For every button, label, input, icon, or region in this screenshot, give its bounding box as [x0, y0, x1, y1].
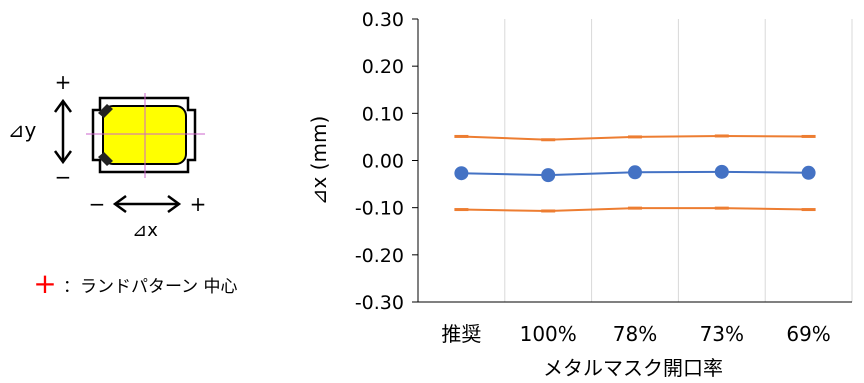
y-plus-sign: + [55, 70, 72, 94]
x-tick-label: 推奨 [441, 322, 481, 346]
y-tick-label: 0.30 [362, 9, 404, 31]
x-tick-label: 69% [786, 322, 830, 346]
crosshair-icon [86, 93, 205, 178]
x-minus-sign: − [89, 192, 106, 216]
x-tick-label: 78% [613, 322, 657, 346]
component-illustration [91, 96, 197, 174]
y-tick-label: 0.20 [362, 56, 404, 78]
x-tick-label: 100% [520, 322, 577, 346]
y-tick-label: -0.10 [355, 198, 404, 220]
y-minus-sign: − [55, 165, 72, 189]
land-center-legend-text: ：ランドパターン 中心 [63, 277, 238, 297]
data-point [541, 168, 556, 183]
y-tick-label: 0.10 [362, 103, 404, 125]
delta-y-label: ⊿y [8, 118, 37, 142]
y-axis-title: ⊿x (mm) [307, 116, 331, 206]
data-point [454, 166, 469, 181]
y-tick-labels: 0.30 0.20 0.10 0.00 -0.10 -0.20 -0.30 [355, 9, 404, 314]
data-point [801, 165, 816, 180]
x-plus-sign: + [190, 192, 207, 216]
axes [412, 18, 852, 303]
delta-x-chart: 0.30 0.20 0.10 0.00 -0.10 -0.20 -0.30 推奨 100% 78… [307, 9, 853, 380]
x-tick-label: 73% [700, 322, 744, 346]
orientation-diagram: + − ⊿y − + ⊿x + ：ランドパターン 中心 [8, 70, 238, 300]
gridlines [504, 19, 853, 302]
y-tick-label: 0.00 [362, 151, 404, 173]
land-center-marker-icon: + [33, 267, 56, 300]
y-arrow-icon [53, 98, 73, 165]
data-series [454, 134, 816, 213]
y-tick-label: -0.30 [355, 292, 404, 314]
data-point [628, 165, 642, 180]
x-arrow-icon [112, 194, 182, 214]
x-axis-title: メタルマスク開口率 [543, 356, 723, 380]
y-tick-label: -0.20 [355, 245, 404, 267]
x-tick-labels: 推奨 100% 78% 73% 69% [441, 322, 830, 346]
data-point [714, 164, 729, 179]
delta-x-label: ⊿x [132, 220, 158, 241]
